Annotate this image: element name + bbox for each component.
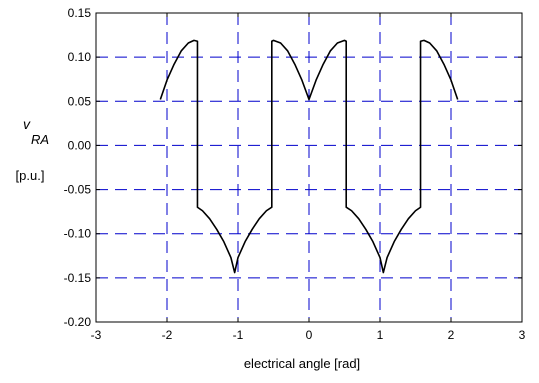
y-axis-label-unit: [p.u.] bbox=[16, 168, 45, 183]
x-tick-label: -3 bbox=[91, 328, 102, 342]
grid-lines bbox=[96, 13, 522, 322]
series-layer bbox=[159, 39, 459, 274]
y-axis: 0.15 0.10 0.05 0.00 -0.05 -0.10 -0.15 -0.20 bbox=[64, 6, 522, 329]
x-tick-label: 1 bbox=[377, 328, 384, 342]
x-axis-label: electrical angle [rad] bbox=[244, 356, 360, 371]
y-axis-label: v RA [p.u.] bbox=[16, 116, 50, 183]
x-tick-label: 0 bbox=[306, 328, 313, 342]
x-tick-label: -2 bbox=[162, 328, 173, 342]
series-line bbox=[159, 39, 459, 274]
y-axis-label-symbol: v bbox=[23, 116, 31, 132]
y-tick-label: -0.20 bbox=[64, 315, 92, 329]
y-tick-label: 0.10 bbox=[68, 50, 92, 64]
x-tick-label: 3 bbox=[519, 328, 526, 342]
y-tick-label: 0.05 bbox=[68, 94, 92, 108]
x-tick-label: -1 bbox=[233, 328, 244, 342]
y-tick-label: -0.05 bbox=[64, 183, 92, 197]
y-axis-label-subscript: RA bbox=[31, 132, 49, 147]
y-tick-label: 0.15 bbox=[68, 6, 92, 20]
y-tick-label: 0.00 bbox=[68, 138, 92, 152]
y-tick-label: -0.15 bbox=[64, 271, 92, 285]
x-axis: -3 -2 -1 0 1 2 3 bbox=[91, 13, 526, 342]
y-tick-label: -0.10 bbox=[64, 227, 92, 241]
x-tick-label: 2 bbox=[448, 328, 455, 342]
